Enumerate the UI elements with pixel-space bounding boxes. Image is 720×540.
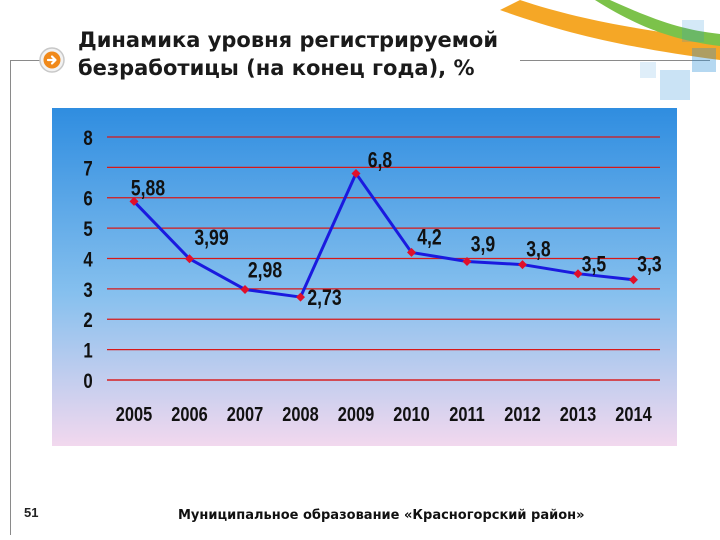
data-point-2006 — [185, 254, 194, 264]
x-tick-label: 2010 — [393, 402, 429, 425]
title-line-2: безработицы (на конец года), % — [78, 56, 475, 80]
corner-decoration — [500, 0, 720, 100]
frame-top-left-line — [10, 60, 40, 61]
data-label-2013: 3,5 — [582, 253, 606, 277]
data-label-2011: 3,9 — [471, 233, 495, 257]
arrow-right-circle-icon — [39, 47, 65, 73]
y-tick-label: 2 — [83, 310, 92, 333]
y-tick-label: 6 — [83, 188, 92, 211]
page-number: 51 — [24, 505, 39, 520]
data-point-2005 — [129, 196, 139, 206]
blue-square-3 — [682, 20, 704, 42]
frame-left-line — [10, 60, 11, 535]
data-label-2014: 3,3 — [637, 253, 661, 277]
y-tick-label: 8 — [83, 127, 92, 150]
chart-background — [52, 108, 677, 446]
data-point-2009 — [351, 168, 361, 178]
x-tick-label: 2014 — [615, 402, 652, 425]
blue-square-1 — [660, 70, 690, 100]
data-point-2012 — [518, 260, 527, 270]
x-tick-label: 2007 — [227, 402, 263, 425]
x-tick-label: 2006 — [171, 402, 207, 425]
line-chart: 0 1 2 3 4 5 6 7 8 2005 2006 2007 2008 2009 2010 2011 20… — [52, 108, 677, 446]
data-label-2005: 5,88 — [131, 177, 165, 201]
data-point-2010 — [407, 247, 416, 257]
title-line-1: Динамика уровня регистрируемой — [78, 28, 499, 52]
x-tick-label: 2011 — [449, 402, 485, 425]
y-tick-label: 0 — [83, 370, 92, 393]
x-tick-label: 2013 — [560, 402, 596, 425]
data-label-2007: 2,98 — [248, 259, 282, 283]
y-tick-label: 1 — [83, 340, 93, 363]
chart-container: 0 1 2 3 4 5 6 7 8 2005 2006 2007 2008 2009 2010 2011 20… — [52, 108, 677, 446]
x-tick-label: 2005 — [116, 402, 152, 425]
x-tick-label: 2009 — [338, 402, 374, 425]
blue-square-4 — [640, 62, 656, 78]
data-label-2012: 3,8 — [526, 238, 550, 262]
data-label-2008: 2,73 — [307, 286, 341, 310]
data-label-2010: 4,2 — [417, 226, 441, 250]
green-ribbon — [595, 0, 720, 46]
y-tick-label: 3 — [83, 279, 92, 302]
orange-ribbon — [500, 0, 720, 60]
y-tick-label: 5 — [83, 218, 93, 241]
x-tick-label: 2012 — [504, 402, 540, 425]
data-point-2013 — [573, 269, 583, 279]
data-point-2007 — [240, 284, 250, 294]
series-line — [132, 171, 634, 299]
data-point-2008 — [296, 292, 305, 302]
data-label-2006: 3,99 — [194, 226, 228, 250]
page-title: Динамика уровня регистрируемой безработи… — [78, 26, 518, 82]
data-point-2011 — [462, 257, 472, 267]
data-point-2014 — [629, 275, 638, 285]
y-tick-label: 4 — [83, 249, 93, 272]
data-label-2009: 6,8 — [368, 149, 392, 173]
x-tick-label: 2008 — [282, 402, 318, 425]
y-tick-label: 7 — [83, 158, 92, 181]
footer-text: Муниципальное образование «Красногорский… — [178, 508, 585, 523]
blue-square-2 — [692, 48, 716, 72]
frame-top-right-line — [520, 60, 710, 61]
